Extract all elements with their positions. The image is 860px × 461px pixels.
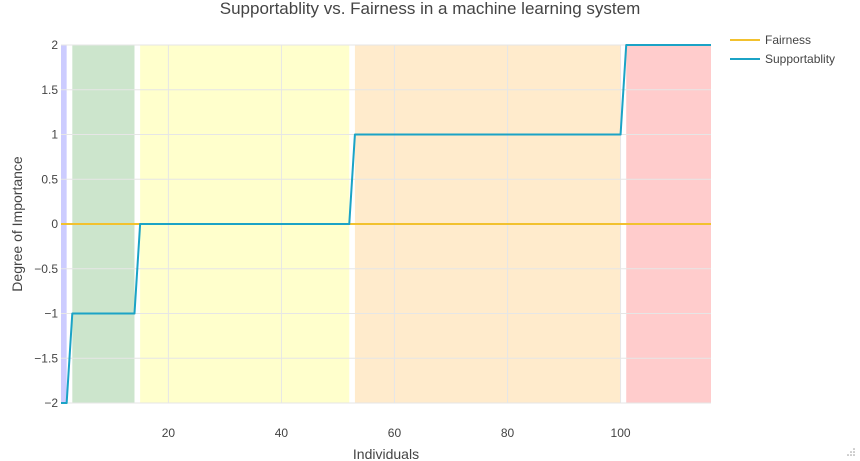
- series-line-supportablity[interactable]: [61, 44, 711, 404]
- x-tick-label-1: 40: [275, 426, 289, 440]
- legend-item-supportablity[interactable]: Supportablity: [730, 52, 835, 66]
- y-tick-label-1: −1.5: [34, 351, 58, 365]
- y-tick-label-3: −0.5: [34, 262, 58, 276]
- chart-title: Supportablity vs. Fairness in a machine …: [220, 0, 640, 18]
- y-tick-label-8: 2: [51, 38, 58, 52]
- y-tick-label-6: 1: [51, 128, 58, 142]
- plot-area[interactable]: [61, 44, 711, 404]
- y-axis: −2 −1.5 −1 −0.5 0 0.5 1 1.5 2: [34, 38, 58, 410]
- y-tick-label-5: 0.5: [41, 172, 58, 186]
- legend[interactable]: Fairness Supportablity: [730, 33, 835, 66]
- y-tick-label-7: 1.5: [41, 83, 58, 97]
- legend-label: Supportablity: [765, 52, 835, 66]
- x-tick-label-2: 60: [388, 426, 402, 440]
- x-tick-label-0: 20: [162, 426, 176, 440]
- y-tick-label-4: 0: [51, 217, 58, 231]
- legend-label: Fairness: [765, 33, 811, 47]
- x-tick-label-3: 80: [501, 426, 515, 440]
- y-tick-label-0: −2: [44, 396, 58, 410]
- x-axis: 20 40 60 80 100: [162, 426, 631, 440]
- x-tick-label-4: 100: [611, 426, 631, 440]
- x-axis-label: Individuals: [353, 446, 419, 461]
- legend-item-fairness[interactable]: Fairness: [730, 33, 811, 47]
- y-tick-label-2: −1: [44, 307, 58, 321]
- resize-handle-icon[interactable]: [846, 447, 856, 457]
- y-axis-label: Degree of Importance: [9, 156, 25, 292]
